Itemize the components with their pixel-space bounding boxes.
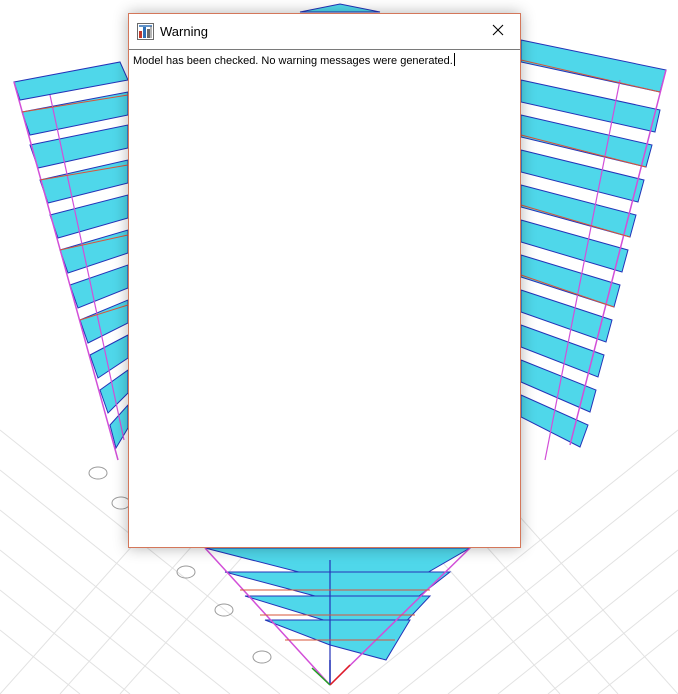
dialog-title: Warning	[160, 24, 208, 39]
right-building-face	[520, 39, 667, 461]
left-building-face	[13, 61, 129, 461]
close-icon	[492, 23, 504, 41]
dialog-titlebar[interactable]: Warning	[129, 14, 520, 49]
close-button[interactable]	[476, 14, 520, 49]
roof-slab-top	[299, 3, 381, 13]
warning-dialog: Warning Model has been checked. No warni…	[128, 13, 521, 548]
app-icon	[137, 23, 154, 40]
axis-origin	[311, 660, 351, 686]
message-text: Model has been checked. No warning messa…	[133, 53, 455, 67]
message-textbox[interactable]: Model has been checked. No warning messa…	[129, 49, 520, 547]
text-caret	[453, 53, 455, 66]
bottom-building-face	[204, 547, 472, 686]
